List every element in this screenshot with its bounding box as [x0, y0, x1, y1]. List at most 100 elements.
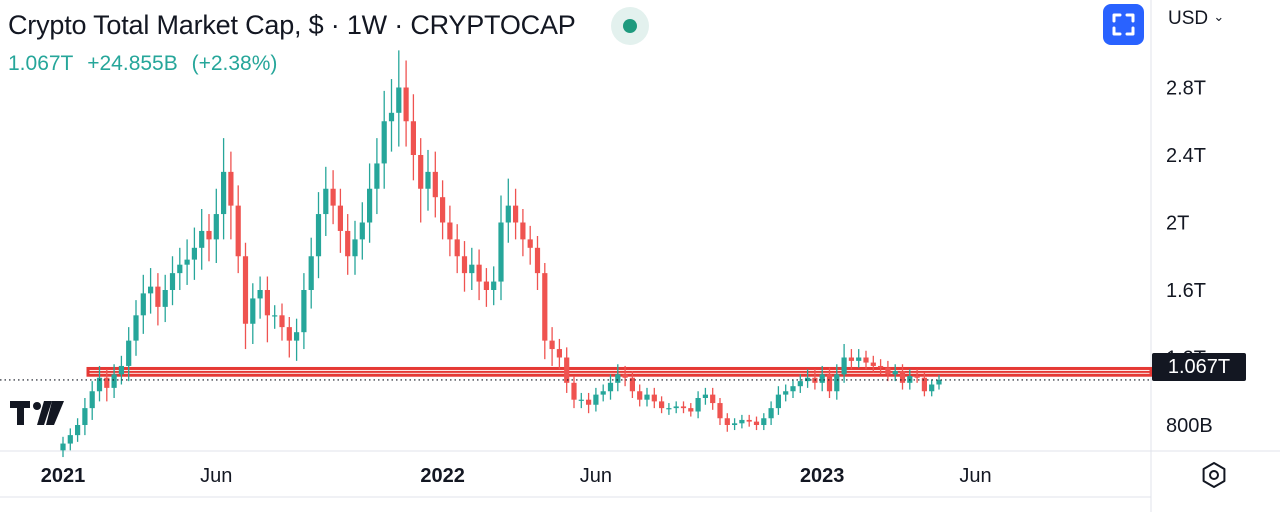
candle[interactable]	[607, 374, 614, 400]
candle[interactable]	[629, 371, 635, 398]
candle[interactable]	[834, 364, 840, 400]
candle[interactable]	[111, 364, 117, 398]
candle[interactable]	[695, 391, 701, 419]
candle[interactable]	[264, 276, 270, 343]
candle[interactable]	[388, 79, 395, 152]
candle[interactable]	[169, 256, 176, 306]
candle[interactable]	[403, 60, 409, 147]
candle[interactable]	[60, 436, 66, 458]
candle[interactable]	[593, 387, 599, 412]
candle[interactable]	[367, 163, 373, 243]
candle[interactable]	[680, 401, 687, 414]
candle[interactable]	[783, 384, 789, 402]
candle[interactable]	[702, 387, 708, 405]
candle[interactable]	[432, 151, 438, 218]
candle[interactable]	[615, 364, 621, 392]
market-status-indicator[interactable]	[611, 7, 649, 45]
candle[interactable]	[600, 384, 606, 402]
candle[interactable]	[410, 94, 416, 181]
candle[interactable]	[790, 379, 796, 398]
candle[interactable]	[637, 384, 643, 407]
candle[interactable]	[257, 276, 263, 319]
candle[interactable]	[644, 387, 650, 407]
candle[interactable]	[374, 138, 380, 215]
tradingview-logo[interactable]	[10, 399, 66, 427]
fullscreen-button[interactable]	[1103, 4, 1144, 45]
candle[interactable]	[527, 225, 533, 265]
candle[interactable]	[666, 403, 672, 415]
candle[interactable]	[118, 355, 124, 385]
candle[interactable]	[140, 274, 146, 334]
candle[interactable]	[921, 372, 927, 397]
currency-selector[interactable]: USD ⌄	[1168, 8, 1224, 30]
candle[interactable]	[534, 236, 541, 290]
candle[interactable]	[469, 247, 475, 290]
candle[interactable]	[556, 338, 562, 370]
candle[interactable]	[542, 263, 548, 360]
candle[interactable]	[396, 50, 402, 147]
candle[interactable]	[323, 166, 329, 236]
candle[interactable]	[571, 376, 577, 409]
candle[interactable]	[250, 283, 256, 344]
candle[interactable]	[418, 138, 424, 223]
candle[interactable]	[673, 401, 679, 414]
candle[interactable]	[337, 188, 343, 253]
candle[interactable]	[841, 344, 847, 383]
candle[interactable]	[761, 413, 767, 431]
candle[interactable]	[819, 365, 825, 392]
candle[interactable]	[659, 396, 665, 414]
candle[interactable]	[235, 185, 241, 274]
candle[interactable]	[184, 239, 190, 285]
candle[interactable]	[732, 418, 738, 431]
candle[interactable]	[301, 273, 307, 350]
candle[interactable]	[899, 364, 906, 390]
candle[interactable]	[936, 374, 942, 390]
candle[interactable]	[162, 274, 168, 323]
candle[interactable]	[826, 367, 833, 398]
candle[interactable]	[425, 149, 431, 211]
candle[interactable]	[242, 242, 249, 350]
candle[interactable]	[885, 360, 891, 382]
candle[interactable]	[308, 237, 314, 309]
candle[interactable]	[82, 398, 88, 436]
candle[interactable]	[330, 170, 336, 225]
candle[interactable]	[447, 205, 453, 257]
candle[interactable]	[133, 300, 139, 356]
candle[interactable]	[221, 138, 227, 240]
candle[interactable]	[359, 202, 365, 260]
candle[interactable]	[753, 416, 760, 431]
candle[interactable]	[286, 317, 292, 358]
candle[interactable]	[491, 266, 497, 306]
candle[interactable]	[878, 359, 884, 375]
candle[interactable]	[483, 268, 489, 307]
candle[interactable]	[454, 224, 460, 274]
candle[interactable]	[315, 192, 322, 279]
candle[interactable]	[724, 413, 730, 432]
candle[interactable]	[498, 195, 504, 301]
candle[interactable]	[155, 273, 161, 326]
candle[interactable]	[177, 247, 183, 290]
candle[interactable]	[863, 350, 869, 370]
candle[interactable]	[505, 178, 511, 243]
candle[interactable]	[739, 414, 745, 429]
candle[interactable]	[89, 381, 95, 420]
candle[interactable]	[206, 214, 212, 262]
candle[interactable]	[440, 180, 446, 240]
candle[interactable]	[622, 365, 628, 387]
candle[interactable]	[856, 349, 862, 368]
candle[interactable]	[520, 209, 526, 257]
candle[interactable]	[96, 365, 103, 402]
candle[interactable]	[352, 220, 358, 275]
chart-settings-button[interactable]	[1199, 460, 1229, 490]
candle[interactable]	[797, 374, 803, 393]
candle[interactable]	[710, 387, 716, 410]
candle[interactable]	[688, 403, 694, 417]
candle[interactable]	[345, 214, 351, 275]
candle[interactable]	[67, 428, 73, 451]
candle[interactable]	[892, 364, 898, 382]
candle[interactable]	[651, 387, 657, 409]
candle[interactable]	[768, 401, 774, 425]
candle[interactable]	[213, 188, 219, 263]
candle[interactable]	[126, 327, 132, 382]
